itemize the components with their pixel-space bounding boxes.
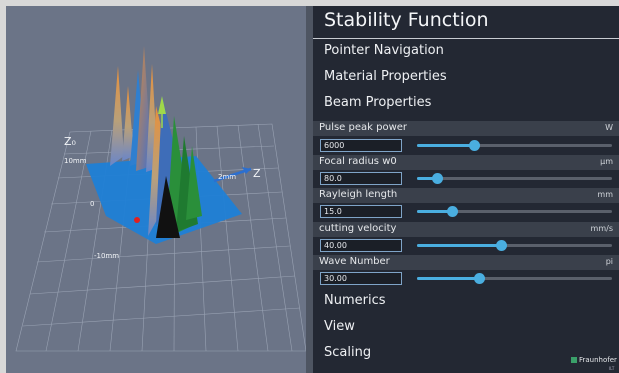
param-label: Pulse peak power: [319, 122, 408, 133]
rayleigh-length-slider[interactable]: [417, 206, 612, 217]
fraunhofer-logo: Fraunhofer: [571, 356, 617, 364]
fraunhofer-logo-icon: [571, 357, 577, 363]
section-scaling[interactable]: Scaling: [324, 345, 372, 360]
surface-spikes: [110, 46, 202, 238]
title-divider: [313, 38, 619, 39]
section-view[interactable]: View: [324, 319, 355, 334]
wave-number-slider[interactable]: [417, 273, 612, 284]
app-frame: Z₀ Z 10mm 0 -10mm 2mm Stability Function…: [6, 6, 619, 373]
tick-label-0: 0: [90, 200, 95, 208]
section-pointer-navigation[interactable]: Pointer Navigation: [324, 43, 444, 58]
param-pulse-peak-power: Pulse peak power W: [313, 121, 619, 136]
cone-marker: [158, 96, 166, 114]
param-unit: mm/s: [590, 224, 613, 233]
slider-thumb[interactable]: [474, 273, 486, 284]
focal-radius-input[interactable]: [320, 172, 402, 185]
3d-viewport[interactable]: Z₀ Z 10mm 0 -10mm 2mm: [6, 6, 306, 373]
brand-text: Fraunhofer: [579, 356, 617, 364]
param-unit: W: [605, 123, 613, 132]
section-material-properties[interactable]: Material Properties: [324, 69, 447, 84]
pulse-peak-power-input[interactable]: [320, 139, 402, 152]
focal-radius-slider[interactable]: [417, 173, 612, 184]
pulse-peak-power-slider[interactable]: [417, 140, 612, 151]
param-label: Wave Number: [319, 256, 390, 267]
tick-label-minus10mm: -10mm: [94, 252, 120, 260]
param-label: Rayleigh length: [319, 189, 398, 200]
slider-thumb[interactable]: [447, 206, 459, 217]
slider-thumb[interactable]: [468, 140, 480, 151]
brand-sub: ILT: [609, 366, 615, 371]
position-marker[interactable]: [134, 217, 140, 223]
param-focal-radius: Focal radius w0 µm: [313, 155, 619, 170]
wave-number-input[interactable]: [320, 272, 402, 285]
param-unit: pi: [605, 257, 613, 266]
panel-title: Stability Function: [324, 9, 489, 31]
section-numerics[interactable]: Numerics: [324, 293, 386, 308]
param-label: Focal radius w0: [319, 156, 397, 167]
param-rayleigh-length: Rayleigh length mm: [313, 188, 619, 203]
param-unit: mm: [597, 190, 613, 199]
control-panel: Stability Function Pointer Navigation Ma…: [313, 6, 619, 373]
surface-plot[interactable]: [6, 6, 306, 373]
param-cutting-velocity: cutting velocity mm/s: [313, 222, 619, 237]
slider-thumb[interactable]: [495, 240, 507, 251]
rayleigh-length-input[interactable]: [320, 205, 402, 218]
section-beam-properties[interactable]: Beam Properties: [324, 95, 432, 110]
tick-label-2mm: 2mm: [218, 173, 237, 181]
tick-label-10mm: 10mm: [64, 157, 87, 165]
z-axis-label: Z: [253, 167, 261, 180]
panel-divider[interactable]: [306, 6, 313, 373]
param-unit: µm: [600, 157, 613, 166]
z0-axis-label: Z₀: [64, 135, 76, 148]
cutting-velocity-input[interactable]: [320, 239, 402, 252]
cutting-velocity-slider[interactable]: [417, 240, 612, 251]
slider-thumb[interactable]: [431, 173, 443, 184]
param-label: cutting velocity: [319, 223, 397, 234]
param-wave-number: Wave Number pi: [313, 255, 619, 270]
